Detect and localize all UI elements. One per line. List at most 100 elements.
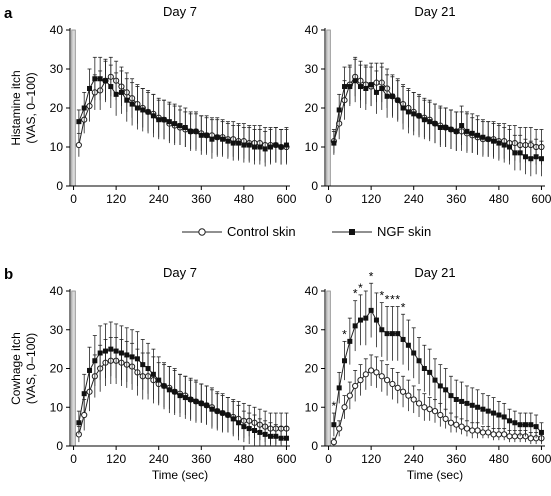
data-point (411, 111, 417, 117)
y-tick-label: 0 (311, 439, 318, 453)
data-point (479, 429, 487, 436)
y-tick-label: 30 (50, 323, 64, 337)
data-point (241, 424, 247, 430)
data-point (81, 391, 87, 397)
data-point (87, 86, 93, 91)
data-point (448, 126, 454, 132)
series-line (78, 78, 287, 150)
data-point (252, 144, 258, 150)
data-point (511, 433, 518, 440)
series-control-skin (75, 337, 290, 445)
y-tick-label: 20 (305, 362, 319, 376)
data-point (273, 433, 279, 439)
x-tick-label: 120 (106, 192, 126, 206)
data-point (124, 97, 130, 103)
stimulus-bar (326, 29, 331, 187)
data-point (421, 404, 428, 411)
series-line (78, 348, 287, 439)
data-point (448, 393, 454, 399)
data-point (357, 317, 363, 323)
data-point (140, 362, 146, 368)
data-point (246, 142, 252, 148)
data-point (538, 429, 544, 435)
data-point (459, 398, 465, 404)
significance-asterisk: * (332, 399, 337, 413)
data-point (491, 410, 497, 416)
data-point (347, 338, 353, 344)
x-tick-label: 480 (489, 192, 509, 206)
data-point (405, 342, 411, 348)
data-point (415, 400, 423, 407)
significance-asterisk: * (385, 293, 390, 307)
data-point (389, 93, 395, 99)
data-point (395, 97, 401, 103)
data-point (496, 412, 502, 418)
stimulus-bar (71, 290, 76, 447)
data-point (92, 76, 98, 82)
data-point (427, 119, 433, 125)
data-point (241, 142, 247, 148)
panel-title: Day 7 (163, 265, 197, 280)
data-point (384, 93, 390, 99)
x-tick-label: 360 (191, 452, 211, 466)
y-tick-label: 30 (50, 62, 64, 76)
data-point (459, 123, 465, 129)
data-point (331, 140, 337, 146)
data-point (431, 408, 439, 415)
x-axis-label: Time (sec) (407, 468, 463, 482)
data-point (76, 119, 82, 125)
data-point (437, 383, 443, 389)
data-point (474, 427, 481, 434)
data-point (384, 331, 390, 337)
data-point (257, 429, 263, 435)
data-point (517, 150, 523, 156)
stimulus-bar (326, 290, 331, 447)
panel-title: Day 21 (414, 4, 455, 19)
panel-letter: b (4, 266, 13, 283)
data-point (145, 109, 151, 115)
data-point (400, 336, 406, 342)
significance-asterisk: * (390, 293, 395, 307)
data-point (182, 125, 188, 130)
data-point (427, 369, 433, 375)
data-point (480, 134, 486, 140)
data-point (225, 138, 231, 144)
y-axis-label: Histamine itch (9, 70, 23, 145)
data-point (230, 416, 236, 422)
x-tick-label: 240 (149, 452, 169, 466)
data-point (352, 382, 359, 390)
data-point (458, 423, 465, 430)
data-point (368, 307, 374, 313)
data-point (464, 128, 470, 134)
y-tick-label: 20 (50, 101, 64, 115)
data-point (193, 398, 199, 404)
chart-panel-3: b Day 7 0 10 20 30 40 0 120 240 360 480 600 Cowhage i… (4, 265, 297, 482)
data-point (214, 408, 220, 414)
data-point (172, 121, 178, 127)
x-tick-label: 600 (531, 452, 551, 466)
x-tick-label: 120 (361, 192, 381, 206)
data-point (437, 125, 443, 130)
legend-control-marker (198, 228, 206, 236)
data-point (108, 346, 114, 352)
data-point (188, 397, 194, 402)
x-tick-label: 600 (276, 452, 296, 466)
data-point (140, 107, 146, 113)
data-point (453, 128, 459, 134)
data-point (522, 154, 528, 160)
x-tick-label: 480 (489, 452, 509, 466)
data-point (87, 367, 93, 373)
data-point (278, 144, 284, 150)
y-tick-label: 40 (50, 284, 64, 298)
data-point (209, 136, 215, 142)
x-tick-label: 0 (325, 192, 332, 206)
data-point (421, 117, 427, 123)
x-tick-label: 600 (276, 192, 296, 206)
y-axis-label-units: (VAS, 0–100) (24, 72, 38, 143)
data-point (278, 435, 284, 441)
data-point (501, 142, 507, 148)
y-tick-label: 30 (305, 62, 319, 76)
data-point (501, 414, 507, 420)
data-point (92, 358, 98, 364)
